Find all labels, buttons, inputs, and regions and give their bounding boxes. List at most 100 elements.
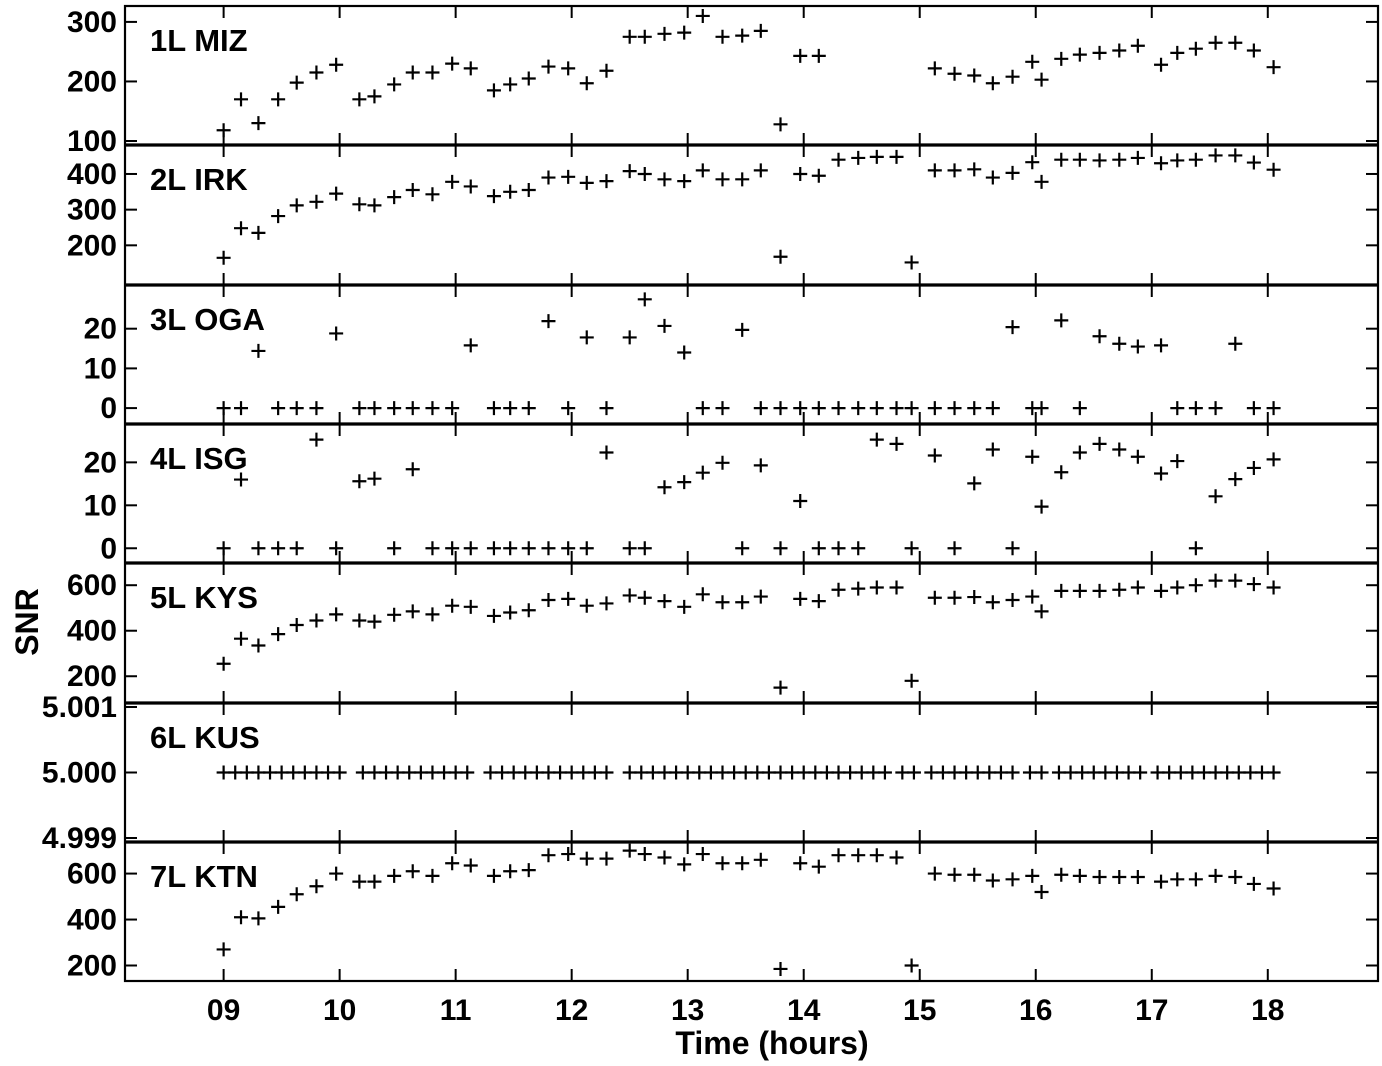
data-point	[1092, 870, 1107, 885]
data-point	[1005, 541, 1020, 556]
data-point	[773, 249, 788, 264]
data-point	[579, 76, 594, 91]
data-point	[753, 163, 768, 178]
data-point	[904, 541, 919, 556]
data-point	[503, 605, 518, 620]
y-axis-title: SNR	[9, 588, 45, 656]
data-point	[1130, 449, 1145, 464]
data-point	[677, 475, 692, 490]
data-point	[1188, 578, 1203, 593]
data-point	[947, 401, 962, 416]
data-point	[503, 401, 518, 416]
data-point	[637, 292, 652, 307]
data-point	[1034, 499, 1049, 514]
data-point	[677, 174, 692, 189]
data-point	[1208, 148, 1223, 163]
x-tick-label: 17	[1135, 994, 1168, 1027]
data-point	[1112, 336, 1127, 351]
panel-label: 3L OGA	[150, 302, 265, 337]
data-point	[216, 942, 231, 957]
data-point	[445, 856, 460, 871]
data-point	[904, 958, 919, 973]
data-point	[811, 48, 826, 63]
data-point	[1054, 51, 1069, 66]
data-point	[622, 330, 637, 345]
data-point	[1072, 583, 1087, 598]
data-point	[1208, 573, 1223, 588]
y-tick-label: 10	[84, 352, 117, 385]
data-point	[1072, 152, 1087, 167]
data-point	[541, 59, 556, 74]
data-point	[1228, 148, 1243, 163]
data-point	[637, 847, 652, 862]
data-point	[503, 184, 518, 199]
data-point	[463, 179, 478, 194]
panel-label: 2L IRK	[150, 162, 248, 197]
data-point	[445, 56, 460, 71]
data-point	[579, 598, 594, 613]
data-point	[1005, 165, 1020, 180]
data-point	[1034, 765, 1049, 780]
data-point	[234, 401, 249, 416]
data-point	[869, 580, 884, 595]
data-point	[521, 603, 536, 618]
data-point	[271, 92, 286, 107]
data-point	[1130, 339, 1145, 354]
data-point	[309, 401, 324, 416]
data-point	[1054, 313, 1069, 328]
data-point	[309, 432, 324, 447]
data-point	[1025, 589, 1040, 604]
data-point	[521, 863, 536, 878]
data-point	[869, 401, 884, 416]
data-point	[831, 152, 846, 167]
data-point	[1112, 870, 1127, 885]
data-point	[599, 851, 614, 866]
data-point	[1072, 868, 1087, 883]
data-point	[541, 314, 556, 329]
data-point	[904, 401, 919, 416]
data-point	[695, 465, 710, 480]
data-point	[773, 961, 788, 976]
x-axis-title: Time (hours)	[675, 1025, 868, 1061]
data-point	[367, 471, 382, 486]
y-tick-label: 5.000	[42, 757, 117, 790]
panel-label: 7L KTN	[150, 859, 258, 894]
y-tick-label: 300	[67, 194, 117, 227]
data-point	[967, 867, 982, 882]
data-point	[695, 8, 710, 23]
data-point	[637, 29, 652, 44]
data-point	[1130, 580, 1145, 595]
y-tick-label: 0	[100, 532, 117, 565]
data-point	[1266, 881, 1281, 896]
data-point	[271, 209, 286, 224]
x-tick-label: 10	[323, 994, 356, 1027]
data-point	[1170, 401, 1185, 416]
data-point	[657, 480, 672, 495]
data-point	[793, 401, 808, 416]
data-point	[1246, 876, 1261, 891]
data-point	[637, 166, 652, 181]
data-point	[405, 401, 420, 416]
data-point	[1188, 152, 1203, 167]
data-point	[657, 594, 672, 609]
data-point	[1266, 580, 1281, 595]
data-point	[579, 541, 594, 556]
data-point	[1246, 401, 1261, 416]
data-point	[387, 401, 402, 416]
data-point	[1188, 401, 1203, 416]
data-point	[793, 856, 808, 871]
data-point	[309, 613, 324, 628]
data-point	[695, 401, 710, 416]
data-point	[251, 638, 266, 653]
data-point	[332, 765, 347, 780]
data-point	[967, 590, 982, 605]
data-point	[985, 873, 1000, 888]
data-point	[1246, 155, 1261, 170]
data-point	[1228, 870, 1243, 885]
y-tick-label: 400	[67, 615, 117, 648]
data-point	[486, 608, 501, 623]
y-tick-label: 20	[84, 313, 117, 346]
data-point	[1005, 593, 1020, 607]
data-point	[773, 401, 788, 416]
data-point	[1154, 338, 1169, 353]
